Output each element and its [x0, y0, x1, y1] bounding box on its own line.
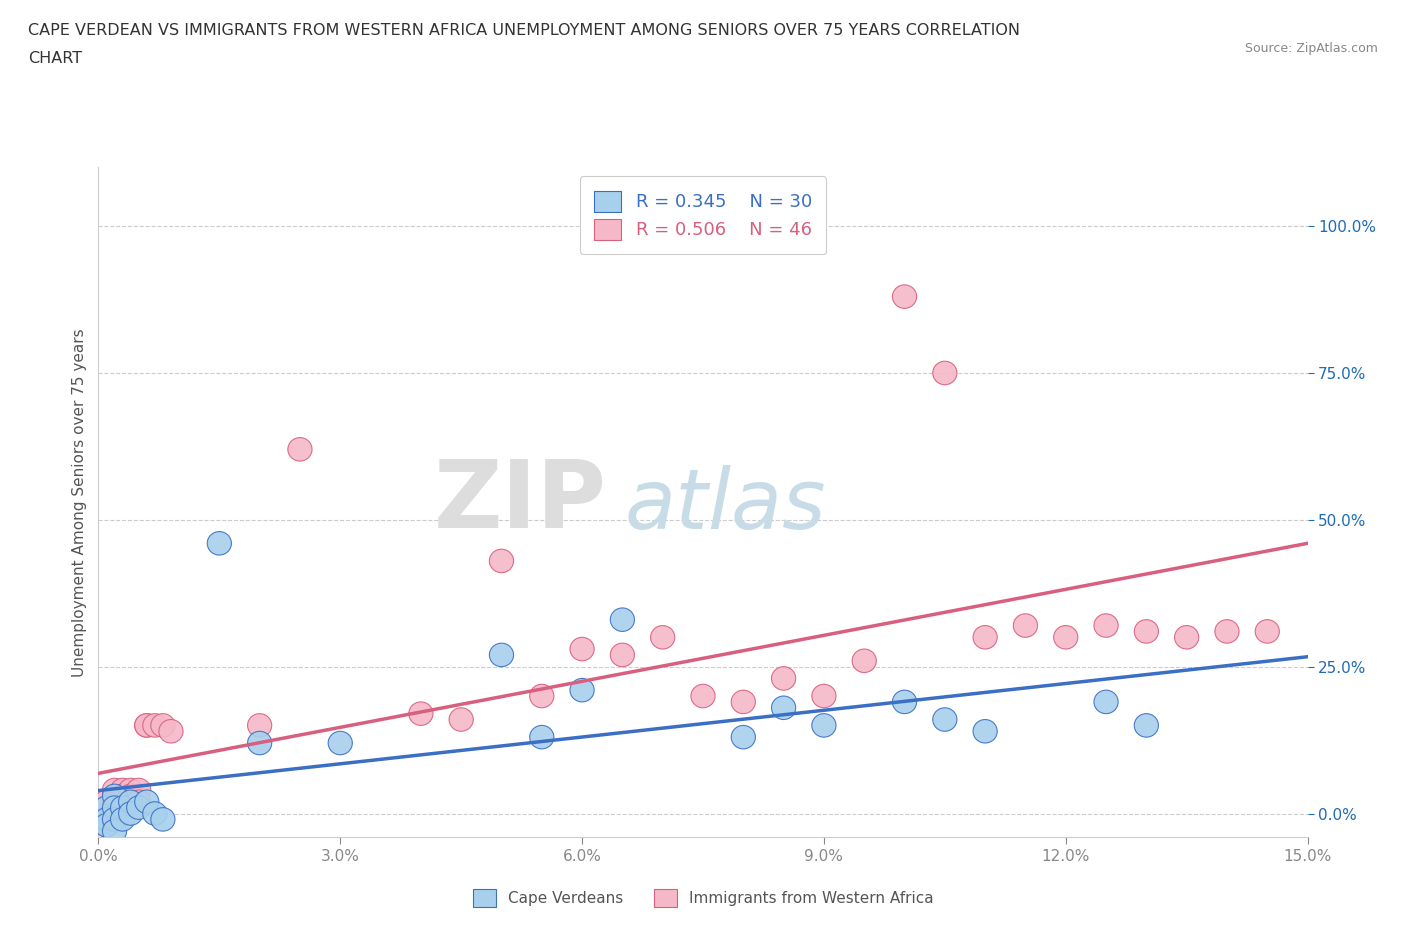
Ellipse shape — [852, 649, 876, 672]
Ellipse shape — [610, 644, 634, 667]
Ellipse shape — [1135, 713, 1159, 737]
Ellipse shape — [103, 784, 127, 807]
Ellipse shape — [811, 713, 837, 737]
Ellipse shape — [150, 713, 174, 737]
Ellipse shape — [1256, 619, 1279, 644]
Ellipse shape — [111, 796, 135, 819]
Ellipse shape — [409, 702, 433, 725]
Ellipse shape — [118, 778, 143, 802]
Ellipse shape — [127, 778, 150, 802]
Ellipse shape — [489, 550, 513, 573]
Ellipse shape — [103, 819, 127, 843]
Ellipse shape — [893, 690, 917, 713]
Ellipse shape — [893, 285, 917, 309]
Ellipse shape — [973, 626, 997, 649]
Ellipse shape — [94, 814, 118, 837]
Ellipse shape — [118, 790, 143, 814]
Ellipse shape — [94, 807, 118, 831]
Text: CAPE VERDEAN VS IMMIGRANTS FROM WESTERN AFRICA UNEMPLOYMENT AMONG SENIORS OVER 7: CAPE VERDEAN VS IMMIGRANTS FROM WESTERN … — [28, 23, 1021, 38]
Ellipse shape — [328, 731, 353, 755]
Ellipse shape — [690, 684, 716, 708]
Ellipse shape — [772, 696, 796, 720]
Ellipse shape — [247, 713, 271, 737]
Ellipse shape — [103, 807, 127, 831]
Ellipse shape — [127, 796, 150, 819]
Ellipse shape — [111, 796, 135, 819]
Legend: R = 0.345    N = 30, R = 0.506    N = 46: R = 0.345 N = 30, R = 0.506 N = 46 — [579, 177, 827, 254]
Ellipse shape — [610, 608, 634, 631]
Ellipse shape — [143, 802, 167, 825]
Text: atlas: atlas — [624, 465, 827, 546]
Ellipse shape — [1174, 626, 1199, 649]
Ellipse shape — [135, 790, 159, 814]
Ellipse shape — [159, 720, 183, 743]
Ellipse shape — [489, 644, 513, 667]
Ellipse shape — [772, 667, 796, 690]
Ellipse shape — [111, 784, 135, 807]
Ellipse shape — [731, 690, 755, 713]
Ellipse shape — [94, 790, 118, 814]
Legend: Cape Verdeans, Immigrants from Western Africa: Cape Verdeans, Immigrants from Western A… — [467, 884, 939, 913]
Ellipse shape — [530, 725, 554, 749]
Ellipse shape — [103, 807, 127, 831]
Ellipse shape — [932, 361, 957, 385]
Ellipse shape — [143, 713, 167, 737]
Ellipse shape — [135, 713, 159, 737]
Ellipse shape — [103, 778, 127, 802]
Ellipse shape — [973, 720, 997, 743]
Ellipse shape — [103, 796, 127, 819]
Ellipse shape — [118, 784, 143, 807]
Ellipse shape — [1053, 626, 1078, 649]
Ellipse shape — [288, 438, 312, 461]
Ellipse shape — [135, 713, 159, 737]
Ellipse shape — [118, 790, 143, 814]
Ellipse shape — [731, 725, 755, 749]
Ellipse shape — [103, 790, 127, 814]
Ellipse shape — [932, 708, 957, 731]
Text: CHART: CHART — [28, 51, 82, 66]
Ellipse shape — [94, 814, 118, 837]
Ellipse shape — [1135, 619, 1159, 644]
Ellipse shape — [651, 626, 675, 649]
Ellipse shape — [530, 684, 554, 708]
Ellipse shape — [118, 802, 143, 825]
Ellipse shape — [1215, 619, 1239, 644]
Ellipse shape — [1094, 690, 1118, 713]
Ellipse shape — [103, 796, 127, 819]
Ellipse shape — [569, 678, 595, 702]
Ellipse shape — [94, 807, 118, 831]
Ellipse shape — [150, 807, 174, 831]
Ellipse shape — [111, 802, 135, 825]
Ellipse shape — [811, 684, 837, 708]
Text: ZIP: ZIP — [433, 457, 606, 548]
Ellipse shape — [207, 532, 232, 555]
Ellipse shape — [247, 731, 271, 755]
Text: Source: ZipAtlas.com: Source: ZipAtlas.com — [1244, 42, 1378, 55]
Ellipse shape — [111, 778, 135, 802]
Ellipse shape — [569, 637, 595, 661]
Ellipse shape — [94, 796, 118, 819]
Ellipse shape — [127, 790, 150, 814]
Ellipse shape — [1094, 614, 1118, 637]
Ellipse shape — [94, 796, 118, 819]
Ellipse shape — [449, 708, 474, 731]
Ellipse shape — [111, 807, 135, 831]
Ellipse shape — [1014, 614, 1038, 637]
Y-axis label: Unemployment Among Seniors over 75 years: Unemployment Among Seniors over 75 years — [72, 328, 87, 676]
